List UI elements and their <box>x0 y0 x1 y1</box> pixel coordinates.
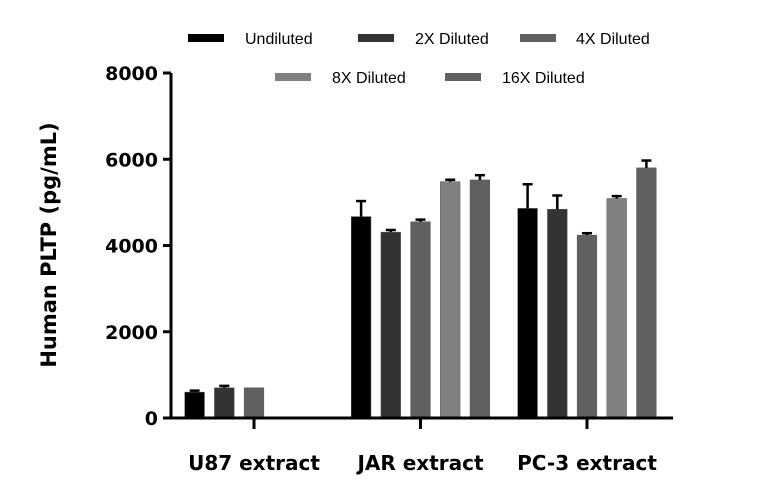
y-tick-label: 2000 <box>105 322 158 344</box>
bar <box>576 234 598 419</box>
x-tick-label: JAR extract <box>355 451 484 475</box>
y-tick-label: 8000 <box>105 63 158 85</box>
legend-label: 4X Diluted <box>576 31 650 48</box>
axes: 0 2000 4000 6000 8000 U87 extract JAR extract P… <box>105 63 673 475</box>
bar <box>214 387 235 419</box>
legend-label: 8X Diluted <box>332 70 406 87</box>
bar <box>351 216 372 419</box>
bar <box>440 181 461 419</box>
bar <box>636 167 657 419</box>
legend-swatch <box>275 73 311 81</box>
legend-label: Undiluted <box>245 31 313 48</box>
y-tick-label: 4000 <box>105 236 158 258</box>
y-axis-label: Human PLTP (pg/mL) <box>37 122 61 367</box>
legend-swatch <box>445 73 481 81</box>
legend-swatch <box>358 34 394 42</box>
y-tick-label: 0 <box>145 408 158 430</box>
bar <box>517 208 538 419</box>
bar <box>380 231 401 419</box>
x-tick-label: U87 extract <box>188 451 320 475</box>
bar <box>469 179 490 419</box>
bars <box>184 159 657 419</box>
bar <box>184 391 205 419</box>
bar <box>243 387 265 419</box>
legend-label: 16X Diluted <box>502 70 585 87</box>
legend-swatch <box>520 34 556 42</box>
x-tick-label: PC-3 extract <box>517 451 657 475</box>
legend: Undiluted 2X Diluted 4X Diluted 8X Diluted 1… <box>188 31 650 87</box>
bar <box>410 221 431 419</box>
legend-label: 2X Diluted <box>415 31 489 48</box>
y-tick-label: 6000 <box>105 149 158 171</box>
legend-swatch <box>188 34 224 42</box>
bar <box>547 209 568 419</box>
bar <box>606 198 627 419</box>
